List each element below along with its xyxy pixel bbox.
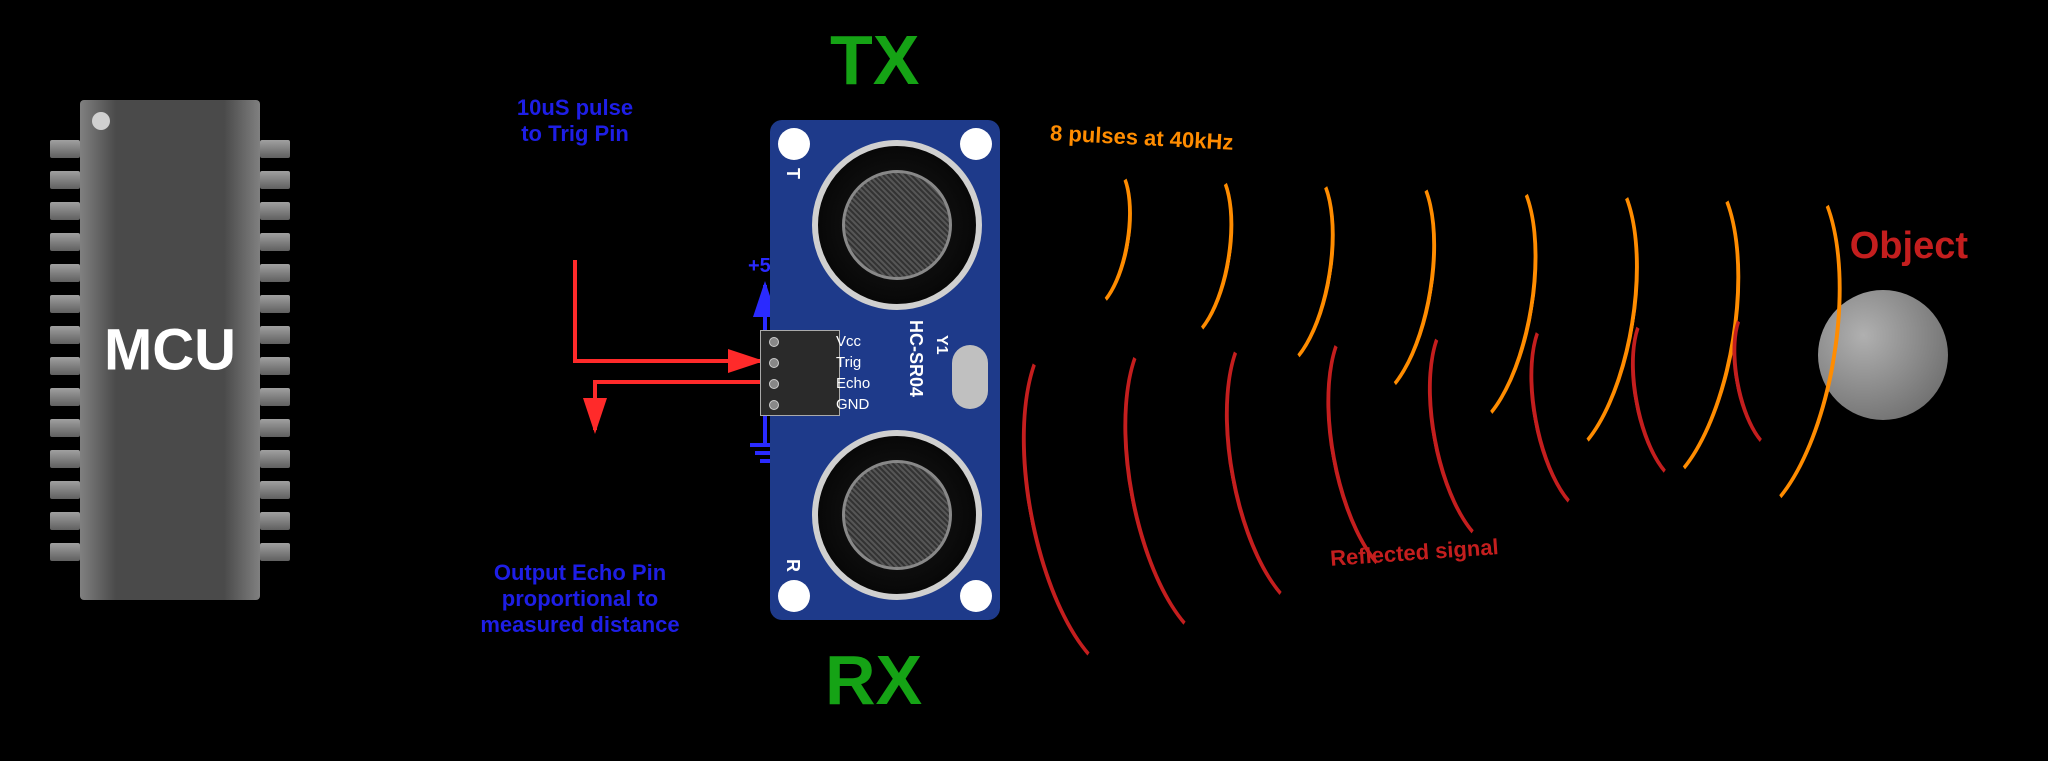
mcu-pin xyxy=(50,140,80,158)
mcu-chip: MCU xyxy=(50,100,290,600)
object-label: Object xyxy=(1850,225,1968,268)
mcu-label: MCU xyxy=(104,317,236,384)
transducer-t-label: T xyxy=(782,168,803,179)
transducer-tx xyxy=(812,140,982,310)
mcu-pin xyxy=(260,357,290,375)
mcu-pin xyxy=(50,419,80,437)
mounting-hole xyxy=(960,128,992,160)
trig-annotation: 10uS pulse to Trig Pin xyxy=(455,95,695,147)
mounting-hole xyxy=(960,580,992,612)
mcu-pin xyxy=(50,202,80,220)
crystal-label: Y1 xyxy=(932,335,950,355)
pin-echo-label: Echo xyxy=(836,375,870,392)
sensor-module: T R Y1 HC-SR04 Vcc Trig Echo GND xyxy=(770,120,1000,620)
mcu-pin xyxy=(260,233,290,251)
mcu-pin xyxy=(50,295,80,313)
mcu-pin xyxy=(260,171,290,189)
echo-annotation: Output Echo Pin proportional to measured… xyxy=(440,560,720,638)
signal-arc xyxy=(1058,159,1141,317)
mcu-pin xyxy=(260,140,290,158)
trig-wire xyxy=(575,260,760,361)
mounting-hole xyxy=(778,128,810,160)
mcu-pin xyxy=(50,388,80,406)
signal-arc xyxy=(1145,158,1245,347)
tx-label: TX xyxy=(830,20,919,100)
transducer-mesh xyxy=(842,460,952,570)
pin-vcc-label: Vcc xyxy=(836,333,861,350)
transducer-rx xyxy=(812,430,982,600)
mcu-pin xyxy=(260,512,290,530)
mcu-pin xyxy=(50,357,80,375)
tx-pulses-annotation: 8 pulses at 40kHz xyxy=(1049,120,1234,156)
transducer-mesh xyxy=(842,170,952,280)
pin-trig-label: Trig xyxy=(836,354,861,371)
mcu-pin xyxy=(50,171,80,189)
rx-label: RX xyxy=(825,640,922,720)
mcu-pin xyxy=(260,419,290,437)
mcu-pin xyxy=(50,481,80,499)
mcu-pin xyxy=(50,264,80,282)
mounting-hole xyxy=(778,580,810,612)
mcu-body: MCU xyxy=(80,100,260,600)
mcu-pin xyxy=(50,543,80,561)
transducer-r-label: R xyxy=(782,559,803,572)
mcu-pin xyxy=(260,450,290,468)
mcu-pin xyxy=(260,326,290,344)
mcu-pin xyxy=(260,295,290,313)
mcu-pin xyxy=(50,450,80,468)
crystal-oscillator xyxy=(952,345,988,409)
mcu-pin xyxy=(260,264,290,282)
mcu-pin xyxy=(50,233,80,251)
sensor-model-label: HC-SR04 xyxy=(905,320,926,397)
echo-wire xyxy=(595,382,767,430)
mcu-pin xyxy=(260,388,290,406)
pin-gnd-label: GND xyxy=(836,396,869,413)
mcu-pin xyxy=(260,202,290,220)
mcu-pin xyxy=(50,326,80,344)
mcu-pin xyxy=(260,481,290,499)
pin-header: Vcc Trig Echo GND xyxy=(760,330,840,416)
mcu-pin xyxy=(50,512,80,530)
mcu-pin xyxy=(260,543,290,561)
mcu-orientation-dot xyxy=(92,112,110,130)
